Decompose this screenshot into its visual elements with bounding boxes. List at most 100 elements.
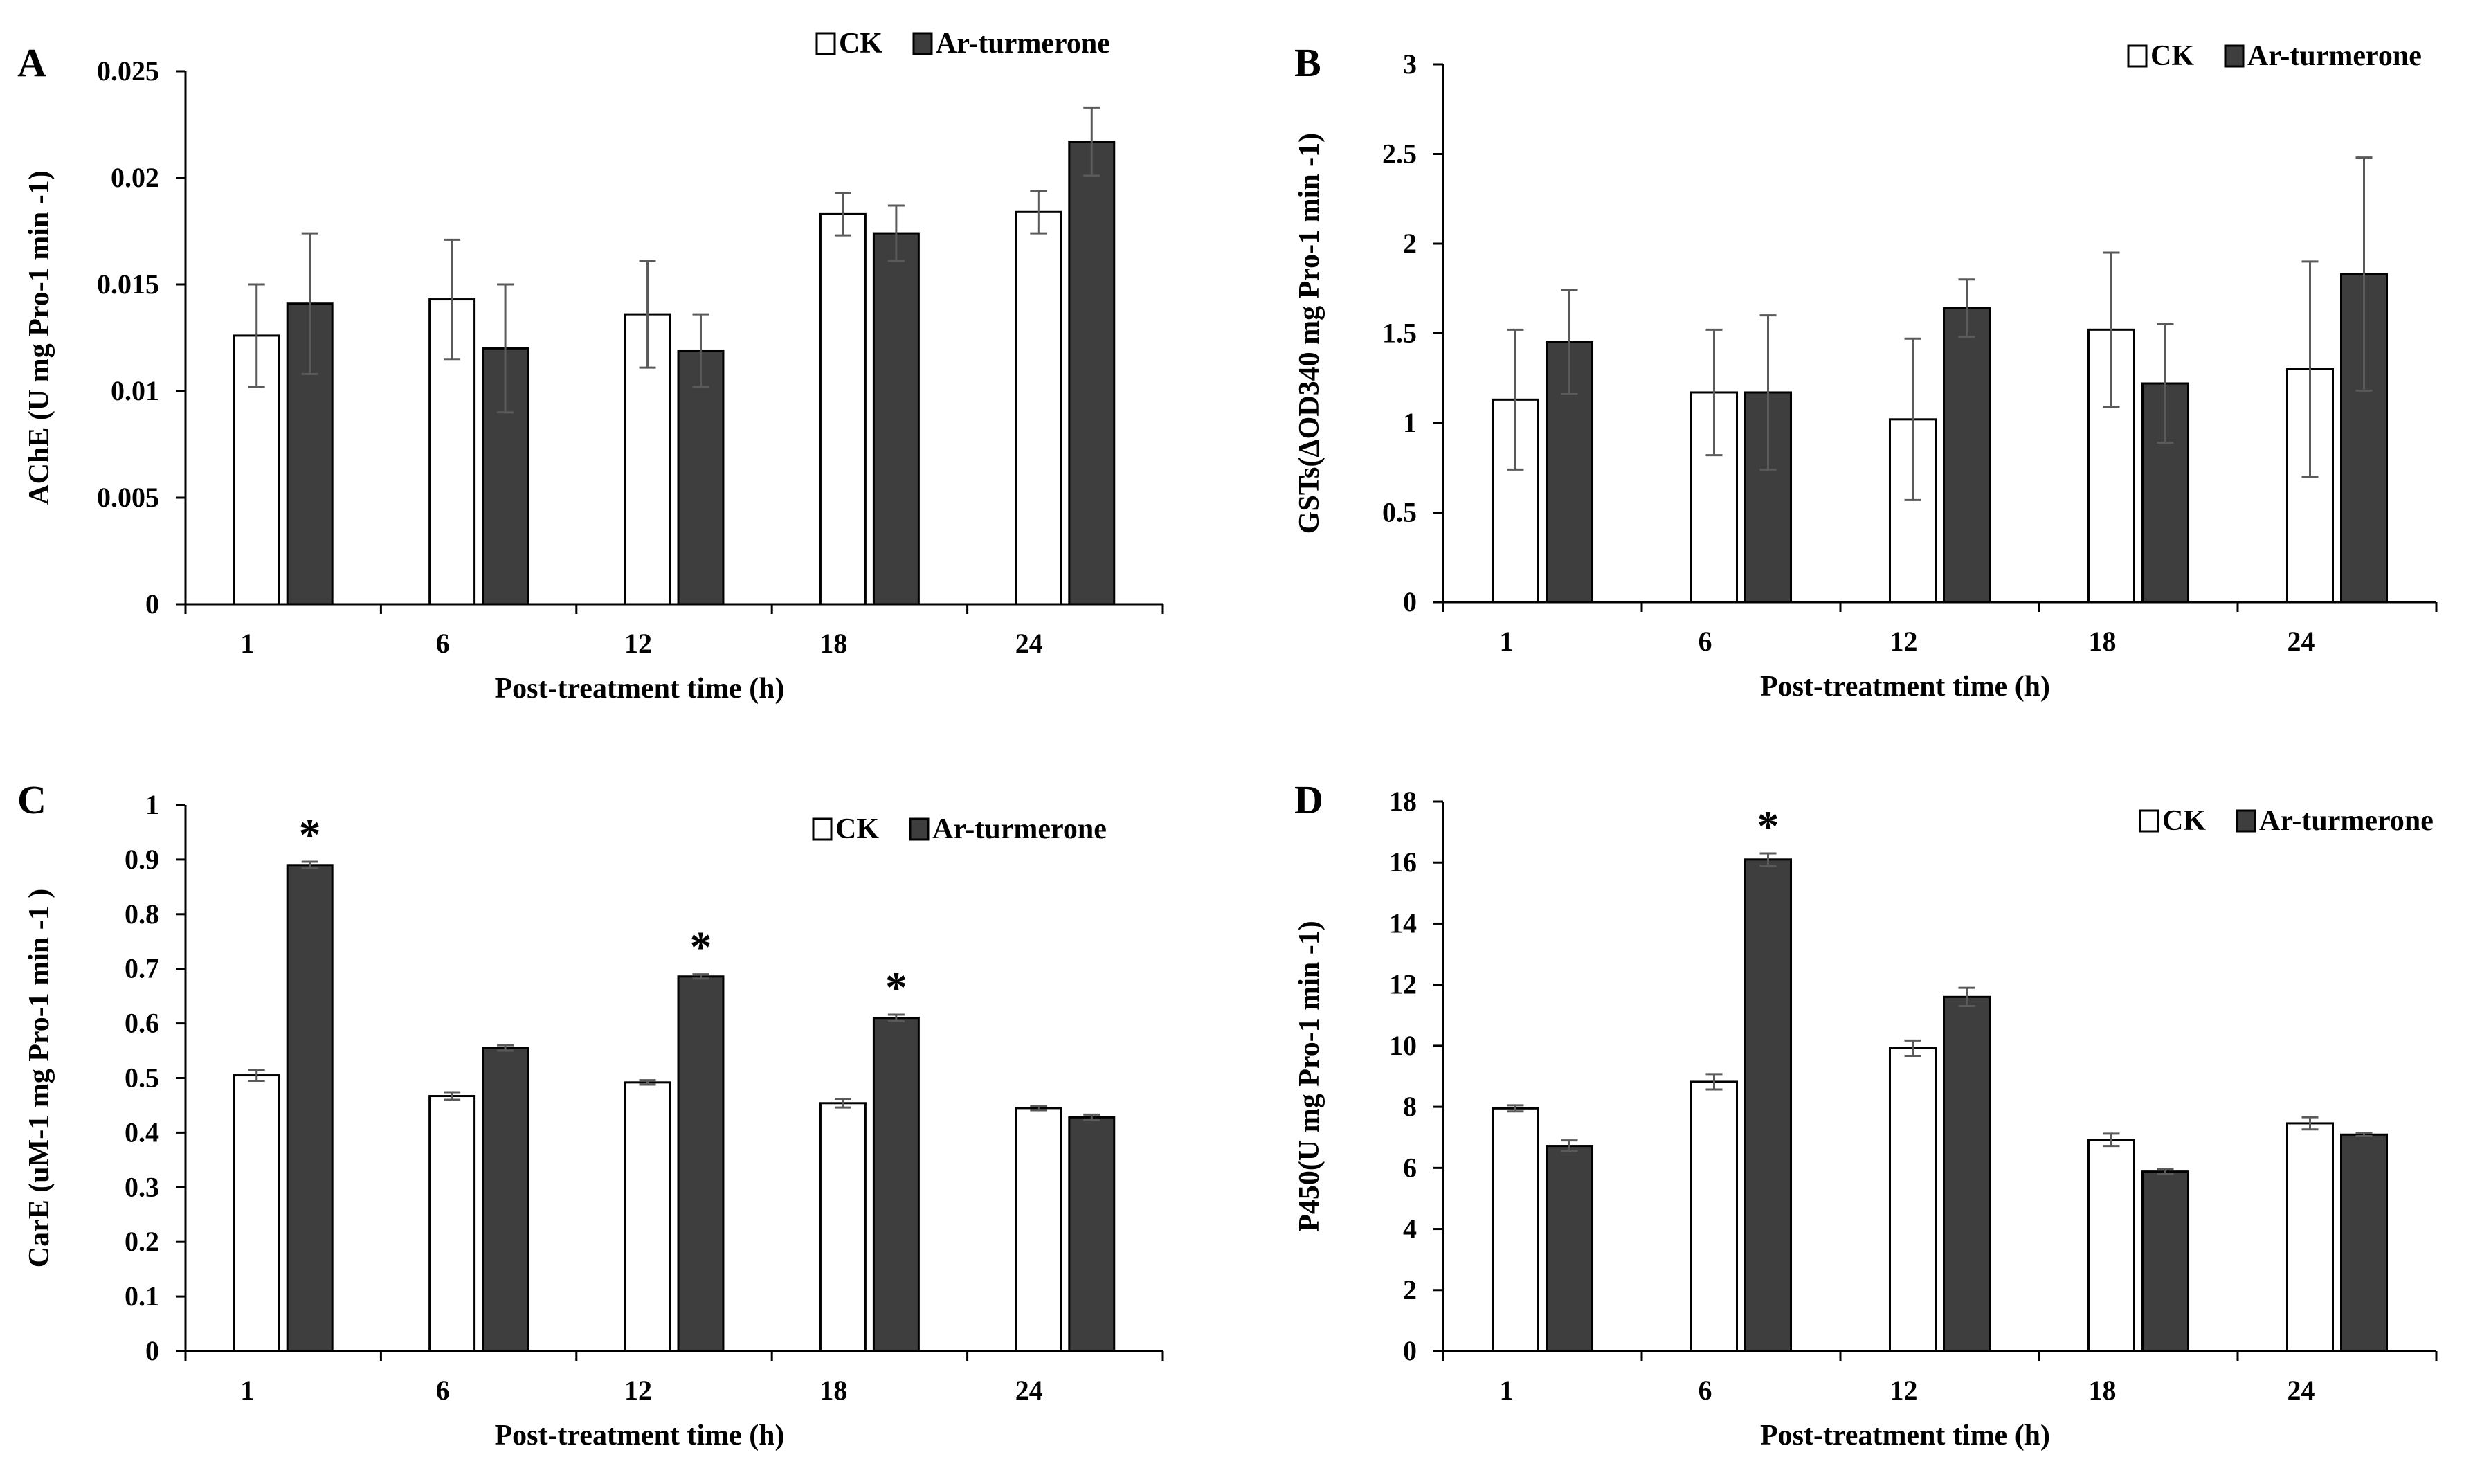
- panel-d-y-tick-label: 12: [1389, 969, 1417, 1000]
- panel-a-bar-ck: [819, 212, 867, 606]
- panel-a-x-tick-label: 6: [436, 628, 450, 659]
- panel-a-legend-label-ar-turmerone: Ar-turmerone: [936, 28, 1110, 60]
- panel-a-y-tick-label: 0.02: [111, 162, 159, 193]
- panel-b-legend-label-ck: CK: [2150, 40, 2194, 72]
- panel-b-x-title: Post-treatment time (h): [1760, 671, 2050, 703]
- panel-a-x-title: Post-treatment time (h): [494, 673, 784, 705]
- panel-c-bar-ck: [1015, 1107, 1062, 1352]
- panel-a-x-tick-label: 1: [240, 628, 254, 659]
- panel-a-y-title: AChE (U mg Pro-1 min -1): [24, 170, 55, 505]
- panel-c-x-tick-label: 18: [819, 1375, 847, 1406]
- panel-b-y-tick-label: 0: [1403, 586, 1417, 617]
- panel-b-y-tick-label: 3: [1403, 48, 1417, 80]
- panel-d-bar-ck: [1690, 1080, 1738, 1352]
- panel-c-significance-mark: *: [689, 923, 712, 972]
- panel-c-legend-label-ar-turmerone: Ar-turmerone: [932, 813, 1107, 845]
- panel-c-bar-ar-turmerone: [872, 1017, 920, 1352]
- panel-c-x-tick-label: 1: [240, 1375, 254, 1406]
- panel-a-x-tick-label: 24: [1015, 628, 1043, 659]
- panel-c-legend-label-ck: CK: [835, 813, 879, 845]
- panel-d-y-tick-label: 14: [1389, 907, 1417, 939]
- panel-c-x-tick-label: 12: [624, 1375, 652, 1406]
- panel-c-bar-ck: [428, 1095, 476, 1352]
- panel-a-bar-ar-turmerone: [872, 232, 920, 606]
- panel-b-legend-label-ar-turmerone: Ar-turmerone: [2247, 40, 2422, 72]
- panel-c-legend-swatch-ck: [812, 817, 833, 841]
- panel-d-y-tick-label: 16: [1389, 847, 1417, 878]
- panel-a-label: A: [17, 40, 46, 85]
- panel-c-y-tick-label: 0.5: [125, 1062, 159, 1094]
- panel-a-x-tick-label: 18: [819, 628, 847, 659]
- panel-c-label: C: [17, 777, 46, 822]
- panel-c-legend-swatch-ar-turmerone: [909, 817, 930, 841]
- panel-a-y-tick-label: 0.01: [111, 375, 159, 406]
- panel-a-legend-label-ck: CK: [839, 28, 882, 60]
- panel-c-significance-mark: *: [299, 810, 321, 859]
- panel-d-y-tick-label: 18: [1389, 786, 1417, 817]
- panel-c-bar-ar-turmerone: [286, 864, 334, 1352]
- panel-c-y-title: CarE (uM-1 mg Pro-1 min -1 ): [24, 889, 55, 1267]
- panel-d-bar-ar-turmerone: [2340, 1133, 2389, 1352]
- panel-b-x-tick-label: 1: [1500, 626, 1514, 657]
- panel-d-x-tick-label: 1: [1500, 1375, 1514, 1406]
- panel-c-y-tick-label: 1: [145, 789, 159, 820]
- panel-c-bar-ck: [233, 1074, 280, 1352]
- panel-b-bar-ck: [1888, 418, 1937, 604]
- panel-a-bar-ck: [233, 334, 280, 606]
- panel-d-bar-ar-turmerone: [1546, 1145, 1594, 1352]
- panel-a-bar-ar-turmerone: [1068, 141, 1116, 606]
- panel-c-y-tick-label: 0.1: [125, 1281, 159, 1312]
- panel-a-legend-swatch-ar-turmerone: [912, 32, 933, 55]
- panel-c-y-tick-label: 0.7: [125, 953, 159, 984]
- panel-c-bar-ck: [624, 1081, 671, 1352]
- panel-c-x-tick-label: 6: [436, 1375, 450, 1406]
- panel-d-x-tick-label: 12: [1890, 1375, 1918, 1406]
- panel-b-x-tick-label: 6: [1699, 626, 1712, 657]
- panel-d-x-tick-label: 18: [2089, 1375, 2117, 1406]
- panel-a-y-tick-label: 0.015: [97, 269, 159, 300]
- panel-d-bar-ar-turmerone: [2141, 1170, 2190, 1352]
- panel-b-y-tick-label: 2: [1403, 228, 1417, 259]
- panel-d-y-tick-label: 6: [1403, 1152, 1417, 1183]
- panel-c-x-title: Post-treatment time (h): [494, 1420, 784, 1451]
- panel-b-x-tick-label: 24: [2288, 626, 2315, 657]
- panel-d-significance-mark: *: [1757, 802, 1779, 851]
- panel-c-bar-ar-turmerone: [1068, 1116, 1116, 1352]
- panel-d-label: D: [1294, 777, 1323, 822]
- panel-c-bar-ck: [819, 1102, 867, 1352]
- panel-d-y-tick-label: 8: [1403, 1091, 1417, 1122]
- panel-d-x-title: Post-treatment time (h): [1760, 1420, 2050, 1451]
- panel-b-legend-swatch-ck: [2127, 44, 2148, 68]
- panel-d-y-tick-label: 10: [1389, 1030, 1417, 1061]
- panel-a-y-tick-label: 0.005: [97, 482, 159, 513]
- panel-b-bar-ar-turmerone: [1943, 307, 1991, 604]
- panel-a-bar-ck: [1015, 210, 1062, 606]
- panel-b-x-tick-label: 18: [2089, 626, 2117, 657]
- panel-d-y-tick-label: 4: [1403, 1213, 1417, 1245]
- panel-d-x-tick-label: 24: [2288, 1375, 2315, 1406]
- panel-d-bar-ar-turmerone: [1943, 995, 1991, 1352]
- panel-d-bar-ar-turmerone: [1744, 858, 1793, 1352]
- panel-c-y-tick-label: 0.2: [125, 1226, 159, 1257]
- panel-a-y-tick-label: 0.025: [97, 55, 159, 87]
- panel-b-label: B: [1294, 40, 1321, 85]
- panel-a-x-tick-label: 12: [624, 628, 652, 659]
- panel-d-y-tick-label: 2: [1403, 1274, 1417, 1305]
- panel-d-legend-label-ck: CK: [2162, 805, 2206, 837]
- panel-d-legend-swatch-ck: [2139, 809, 2159, 833]
- panel-c-x-tick-label: 24: [1015, 1375, 1043, 1406]
- panel-a-legend-swatch-ck: [815, 32, 836, 55]
- panel-c-bar-ar-turmerone: [482, 1047, 529, 1352]
- panel-b-y-title: GSTs(ΔOD340 mg Pro-1 min -1): [1294, 133, 1325, 534]
- panel-b-y-tick-label: 0.5: [1382, 497, 1417, 528]
- panel-a-y-tick-label: 0: [145, 588, 159, 619]
- panel-b-x-tick-label: 12: [1890, 626, 1918, 657]
- panel-d-legend-label-ar-turmerone: Ar-turmerone: [2259, 805, 2434, 837]
- panel-c-significance-mark: *: [885, 963, 907, 1012]
- panel-d-bar-ck: [1888, 1047, 1937, 1352]
- panel-c-y-tick-label: 0.8: [125, 898, 159, 930]
- panel-c-y-tick-label: 0: [145, 1335, 159, 1366]
- panel-b-y-tick-label: 1: [1403, 407, 1417, 438]
- panel-b-y-tick-label: 1.5: [1382, 318, 1417, 349]
